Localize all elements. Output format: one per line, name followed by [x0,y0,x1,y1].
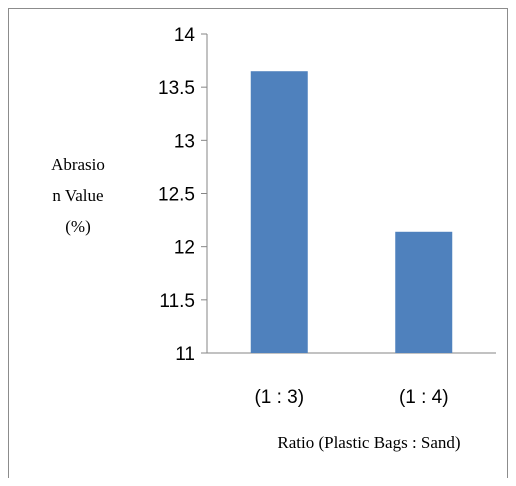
bar-1 [395,232,452,353]
plot-area: 14 13.5 13 12.5 12 11.5 11 (1 : 3) (1 : 4) [158,25,496,408]
y-axis-title-line-3: (%) [65,217,90,236]
y-axis-title-line-2: n Value [52,186,103,205]
y-tick-label-1: 13.5 [158,78,195,99]
y-tick-label-0: 14 [174,25,196,46]
y-tick-label-2: 13 [174,131,195,152]
y-axis-title: Abrasio n Value (%) [51,155,105,236]
y-tick-label-5: 11.5 [159,291,195,312]
y-tick-label-6: 11 [175,344,195,365]
y-tick-label-4: 12 [174,238,195,259]
x-category-label-0: (1 : 3) [254,387,304,408]
x-axis-title: Ratio (Plastic Bags : Sand) [277,433,460,452]
y-tick-label-3: 12.5 [158,185,195,206]
y-axis-title-line-1: Abrasio [51,155,105,174]
x-category-label-1: (1 : 4) [399,387,449,408]
bar-0 [251,71,308,353]
